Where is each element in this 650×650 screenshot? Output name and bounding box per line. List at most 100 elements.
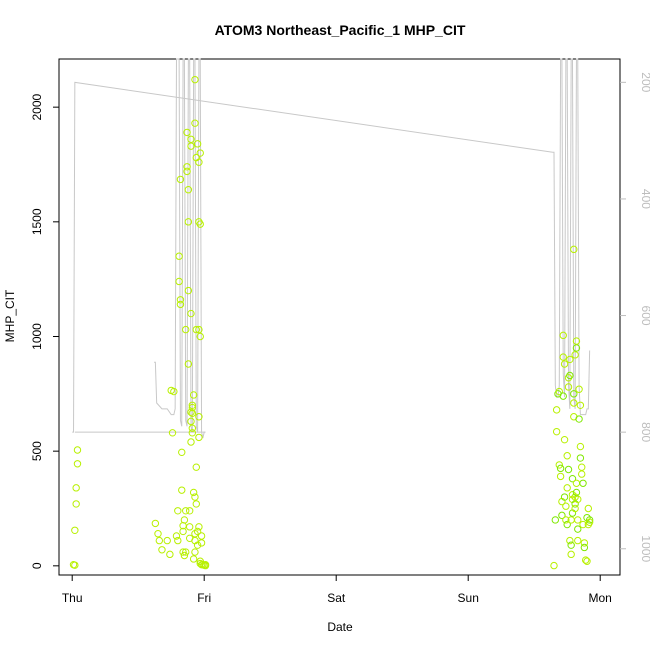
data-point [585,518,594,526]
data-point [566,371,574,380]
data-point [568,474,577,483]
data-point [574,495,582,504]
data-point [574,525,582,533]
data-point [552,427,561,436]
data-point [188,403,197,412]
data-point [183,163,191,171]
data-point [155,536,164,545]
data-points [69,75,594,570]
plot-frame [58,58,621,576]
x-tick-label: Mon [589,591,612,605]
data-point [195,158,203,166]
data-point [191,493,199,501]
data-point [562,502,570,510]
data-point [197,532,206,540]
data-point [72,500,80,508]
data-point [201,561,210,570]
data-point [187,408,195,416]
data-point [193,527,202,536]
data-point [175,252,183,260]
data-point [195,433,203,442]
y2-tick-label: 1000 [639,535,650,562]
data-point [174,507,182,515]
data-point [184,286,193,295]
data-point [579,520,587,529]
data-point [189,488,198,497]
y-tick-label: 1000 [30,323,44,350]
data-point [550,561,558,570]
data-point [576,401,585,409]
data-point [555,461,563,469]
data-point [563,484,571,492]
depth-line-2 [154,58,206,439]
data-point [576,454,585,462]
data-point [182,507,190,515]
data-point [558,511,566,520]
data-point [180,516,189,524]
data-point [180,551,189,560]
data-point [191,548,199,556]
data-point [168,429,177,437]
data-point [184,186,193,194]
data-point [559,353,567,361]
data-point [572,337,581,345]
y-axis-label: MHP_CIT [3,289,17,342]
data-point [585,516,594,524]
data-point [575,385,583,393]
depth-lines [72,58,591,439]
data-point [575,415,583,423]
data-point [188,424,197,432]
data-point [567,550,575,559]
data-point [163,536,171,545]
data-point [579,479,587,487]
data-point [551,516,560,524]
data-point [183,128,191,137]
data-point [196,220,204,228]
data-point [179,527,187,536]
data-point [187,417,195,426]
data-point [188,429,197,437]
data-point [563,520,571,529]
data-point [185,523,194,531]
data-point [191,75,199,84]
x-axis: Thu Fri Sat Sun Mon [62,575,612,605]
data-point [556,472,565,481]
y2-tick-label: 600 [639,306,650,326]
data-point [187,309,195,318]
data-point [564,383,573,391]
data-point [560,435,569,444]
data-point [166,550,174,559]
data-point [189,391,198,399]
x-tick-label: Sun [458,591,479,605]
y-tick-label: 1500 [30,208,44,235]
data-point [179,548,187,556]
data-point [187,142,195,150]
y2-tick-label: 800 [639,422,650,442]
y-axis: 0 500 1000 1500 2000 [30,93,59,569]
secondary-y-axis: 200 400 600 800 1000 [620,72,650,562]
data-point [583,557,591,565]
data-point [151,519,160,528]
data-point [71,561,79,569]
data-point [564,465,573,474]
data-point [571,504,579,513]
data-point [189,555,198,563]
data-point [174,536,182,545]
data-point [578,470,586,478]
data-point [572,488,581,497]
data-point [192,500,200,508]
y2-tick-label: 400 [639,189,650,209]
data-point [574,516,582,524]
data-point [570,245,578,254]
x-tick-label: Fri [197,591,211,605]
data-point [188,401,197,409]
data-point [571,351,579,359]
data-point [193,140,202,148]
data-point [178,448,186,457]
data-point [581,556,590,564]
x-tick-label: Sat [327,591,346,605]
data-point [566,355,574,364]
data-point [559,331,567,340]
data-point [576,442,585,451]
